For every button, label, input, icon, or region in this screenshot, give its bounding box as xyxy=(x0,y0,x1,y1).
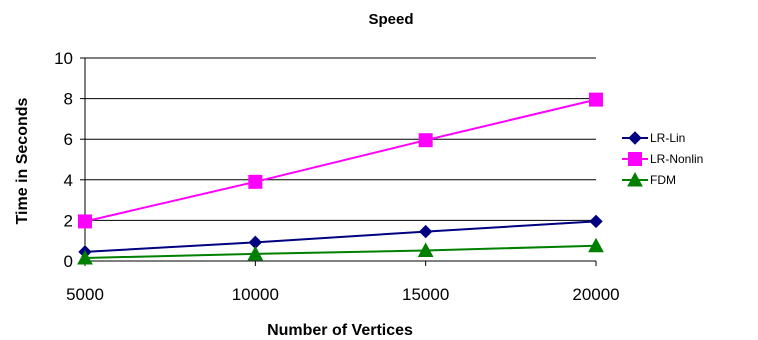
y-tick-label: 2 xyxy=(64,211,73,230)
x-tick-label: 15000 xyxy=(402,285,449,304)
y-tick-label: 8 xyxy=(64,90,73,109)
data-point-fdm xyxy=(588,237,604,253)
x-tick-label: 20000 xyxy=(572,285,619,304)
x-tick-label: 5000 xyxy=(66,285,104,304)
x-axis-label: Number of Vertices xyxy=(267,322,413,339)
legend-label-lr-lin: LR-Lin xyxy=(650,131,685,145)
x-tick-label: 10000 xyxy=(232,285,279,304)
y-tick-label: 0 xyxy=(64,252,73,271)
series-line-lr-lin xyxy=(84,220,597,253)
y-tick-label: 4 xyxy=(64,171,73,190)
data-point-fdm xyxy=(77,249,93,265)
legend-label-fdm: FDM xyxy=(650,173,676,187)
chart-title: Speed xyxy=(368,11,413,28)
data-point-fdm xyxy=(247,245,264,261)
data-point-lr-nonlin xyxy=(589,92,603,107)
data-point-lr-lin xyxy=(589,214,603,229)
legend-marker-lr-lin xyxy=(628,131,642,145)
y-tick-label: 10 xyxy=(54,49,73,68)
series-line-fdm xyxy=(84,244,597,259)
data-point-lr-nonlin xyxy=(418,133,433,148)
data-point-lr-nonlin xyxy=(248,174,263,189)
legend-marker-fdm xyxy=(627,171,643,187)
plot-area: 0 2 4 6 8 10 5000 10000 15000 20000 xyxy=(54,49,620,304)
data-point-fdm xyxy=(417,242,434,257)
y-axis-label: Time in Seconds xyxy=(14,97,31,224)
legend-label-lr-nonlin: LR-Nonlin xyxy=(650,152,703,166)
y-tick-label: 6 xyxy=(64,130,73,149)
data-point-lr-lin xyxy=(418,224,433,239)
legend: LR-Lin LR-Nonlin FDM xyxy=(622,131,703,187)
data-point-lr-nonlin xyxy=(78,214,92,229)
series-line-lr-nonlin xyxy=(84,98,597,223)
legend-marker-lr-nonlin xyxy=(628,152,642,166)
